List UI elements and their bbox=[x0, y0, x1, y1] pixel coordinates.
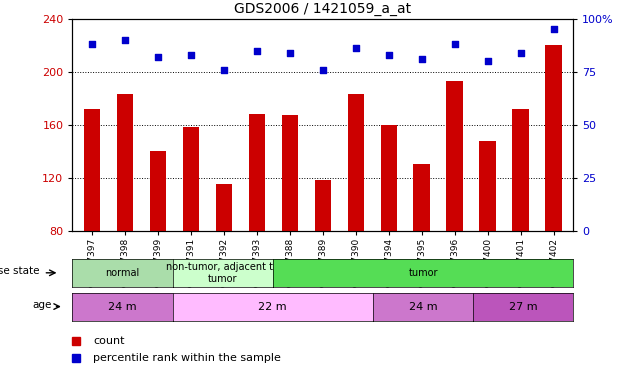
Point bbox=[285, 50, 295, 55]
Text: normal: normal bbox=[105, 268, 140, 278]
Title: GDS2006 / 1421059_a_at: GDS2006 / 1421059_a_at bbox=[234, 2, 411, 16]
Point bbox=[483, 58, 493, 64]
Text: percentile rank within the sample: percentile rank within the sample bbox=[93, 353, 282, 363]
Bar bbox=[512, 109, 529, 231]
Point bbox=[351, 45, 361, 51]
Text: 24 m: 24 m bbox=[409, 302, 437, 312]
Bar bbox=[348, 94, 364, 231]
Point bbox=[384, 52, 394, 58]
Point bbox=[252, 48, 262, 54]
Point bbox=[318, 67, 328, 73]
Bar bbox=[546, 45, 562, 231]
Bar bbox=[183, 128, 199, 231]
Point bbox=[153, 54, 163, 60]
Bar bbox=[249, 114, 265, 231]
Point bbox=[186, 52, 196, 58]
Text: non-tumor, adjacent to
tumor: non-tumor, adjacent to tumor bbox=[166, 262, 279, 284]
Text: age: age bbox=[33, 300, 52, 310]
Bar bbox=[413, 164, 430, 231]
Bar bbox=[117, 94, 134, 231]
Bar bbox=[381, 124, 397, 231]
Text: tumor: tumor bbox=[408, 268, 438, 278]
Bar bbox=[84, 109, 100, 231]
Bar bbox=[447, 81, 463, 231]
Bar bbox=[282, 116, 298, 231]
Text: disease state: disease state bbox=[0, 266, 40, 276]
Bar bbox=[479, 141, 496, 231]
Text: 27 m: 27 m bbox=[509, 302, 537, 312]
Text: count: count bbox=[93, 336, 125, 346]
Point bbox=[87, 41, 97, 47]
Point bbox=[416, 56, 427, 62]
Text: 22 m: 22 m bbox=[258, 302, 287, 312]
Point bbox=[549, 26, 559, 32]
Text: 24 m: 24 m bbox=[108, 302, 137, 312]
Point bbox=[515, 50, 525, 55]
Point bbox=[450, 41, 460, 47]
Point bbox=[219, 67, 229, 73]
Bar bbox=[314, 180, 331, 231]
Bar bbox=[216, 184, 232, 231]
Bar bbox=[150, 151, 166, 231]
Point bbox=[120, 37, 130, 43]
